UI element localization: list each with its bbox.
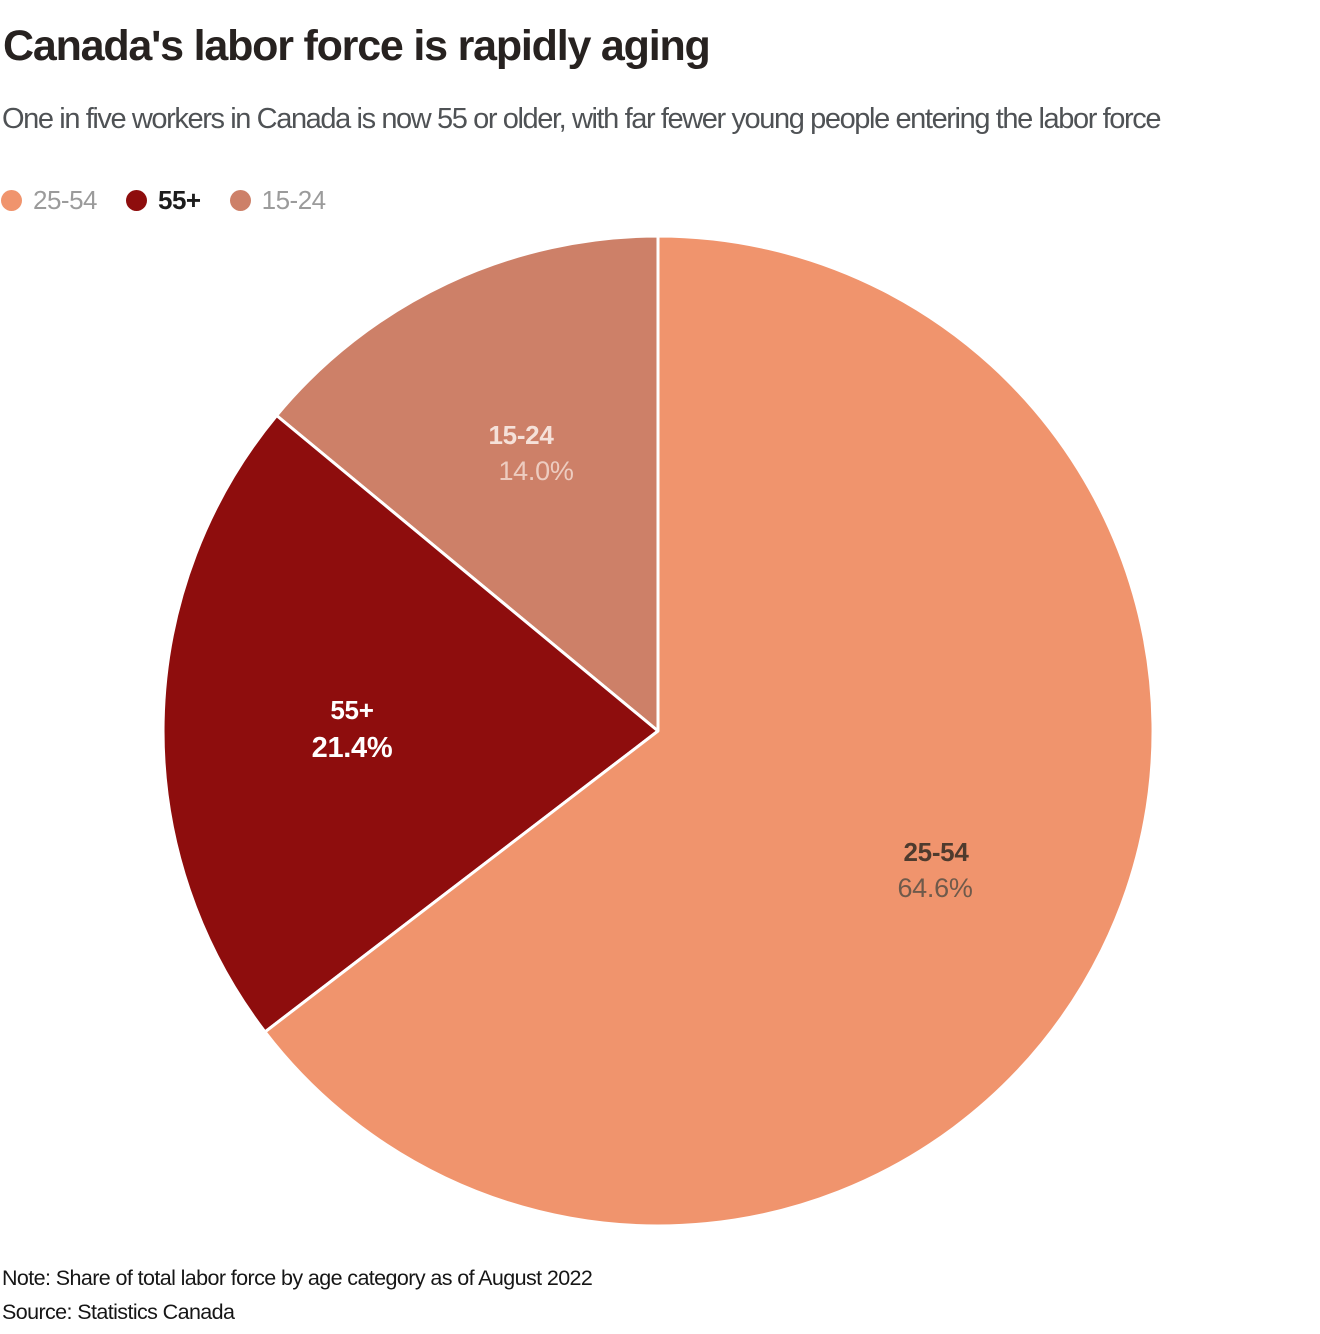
- slice-label-name-55-plus: 55+: [330, 695, 373, 725]
- chart-title: Canada's labor force is rapidly aging: [3, 22, 711, 70]
- slice-label-name-25-54: 25-54: [904, 837, 970, 867]
- legend: 25-54 55+ 15-24: [1, 185, 326, 216]
- chart-note: Note: Share of total labor force by age …: [2, 1266, 593, 1290]
- legend-label-55-plus: 55+: [158, 185, 201, 215]
- slice-label-15-24: 15-24 14.0%: [489, 420, 575, 486]
- legend-swatch-55-plus: [126, 190, 147, 211]
- pie-slice-55+[interactable]: [161, 414, 660, 1034]
- legend-label-15-24: 15-24: [261, 185, 327, 215]
- chart-subtitle: One in five workers in Canada is now 55 …: [2, 103, 1162, 135]
- legend-item-55-plus: 55+: [126, 185, 201, 216]
- pie-slice-15-24[interactable]: [275, 234, 660, 733]
- slice-label-value-55-plus: 21.4%: [312, 732, 393, 764]
- slice-label-25-54: 25-54 64.6%: [897, 837, 973, 903]
- legend-item-15-24: 15-24: [229, 185, 327, 216]
- legend-swatch-25-54: [1, 190, 22, 211]
- slice-label-value-25-54: 64.6%: [897, 873, 972, 903]
- slice-label-55-plus: 55+ 21.4%: [312, 695, 394, 764]
- legend-label-25-54: 25-54: [33, 185, 98, 215]
- slice-label-name-15-24: 15-24: [489, 420, 555, 450]
- pie-slice-25-54[interactable]: [263, 234, 1155, 1228]
- slice-label-value-15-24: 14.0%: [498, 456, 573, 486]
- legend-item-25-54: 25-54: [1, 185, 98, 216]
- legend-swatch-15-24: [229, 190, 251, 211]
- chart-source: Source: Statistics Canada: [2, 1300, 235, 1324]
